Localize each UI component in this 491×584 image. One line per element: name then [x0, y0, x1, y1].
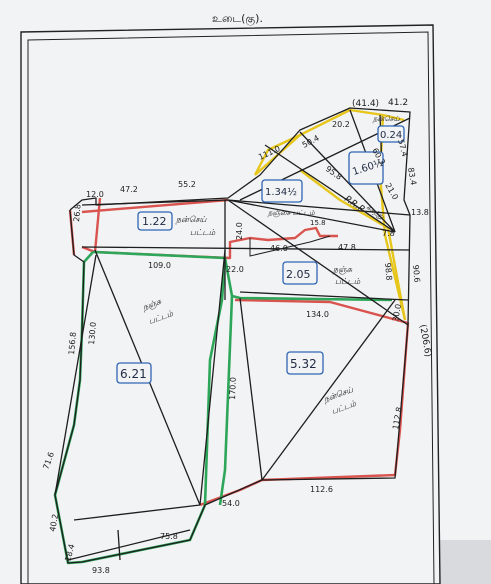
m-13-8: 13.8: [411, 208, 429, 217]
m-93-8: 93.8: [92, 566, 110, 575]
m-7-8: 7.8: [382, 229, 395, 238]
area-5-32: 5.32: [290, 357, 317, 371]
m-90-6: 90.6: [411, 264, 422, 283]
m-18-4: 18.4: [63, 543, 76, 563]
m-41-2: 41.2: [388, 98, 408, 108]
m-20-2: 20.2: [332, 120, 350, 129]
area-1-22: 1.22: [142, 215, 167, 228]
area-box-6-21: [116, 362, 152, 384]
outer-frame: [20, 24, 441, 584]
m-46-0: 46.0: [270, 244, 288, 253]
m-83-4: 83.4: [406, 167, 418, 186]
area-box-1-22: [137, 211, 173, 231]
m-30-0: 30.0: [391, 303, 403, 322]
land-label-4: நஞ்சு: [332, 265, 353, 275]
m-98-8: 98.8: [383, 262, 394, 281]
area-box-1-34: [261, 179, 303, 203]
header-mark: உடை(கு).: [212, 12, 263, 27]
m-134-0: 134.0: [306, 310, 329, 319]
m-47-2: 47.2: [120, 185, 138, 194]
m-57-4: 57.4: [396, 138, 409, 158]
paper-shadow-bottom: [440, 540, 491, 584]
inner-frame: [27, 31, 435, 584]
m-40-2: 40.2: [48, 513, 60, 532]
m-15-8: 15.8: [310, 219, 326, 227]
area-1-34: 1.34½: [265, 186, 297, 198]
m-24-0: 24.0: [235, 222, 244, 240]
m-156-8: 156.8: [67, 332, 78, 356]
land-label-4b: பட்டம்: [335, 277, 361, 286]
m-109-0: 109.0: [148, 261, 171, 270]
area-box-0-24: [377, 125, 405, 143]
m-112-8: 112.8: [391, 406, 404, 430]
m-112-6: 112.6: [310, 485, 333, 494]
m-41-4: (41.4): [352, 99, 379, 109]
m-170-0: 170.0: [228, 377, 238, 400]
area-box-2-05: [282, 261, 318, 285]
m-26-8: 26.8: [72, 204, 83, 223]
pencil-lines: [54, 107, 411, 564]
m-12-0: 12.0: [86, 190, 104, 199]
area-6-21: 6.21: [120, 367, 147, 381]
land-label-2: நஞ்சை பட்டம்: [267, 209, 315, 218]
m-130-0: 130.0: [87, 322, 98, 346]
m-22-0: 22.0: [226, 265, 244, 274]
area-box-5-32: [286, 351, 324, 375]
m-47-8: 47.8: [338, 243, 356, 252]
m-55-2: 55.2: [178, 180, 196, 189]
area-box-1-60: [348, 151, 384, 185]
area-0-24: 0.24: [380, 130, 402, 141]
step-boundary: [249, 235, 331, 257]
m-54-0: 54.0: [222, 499, 240, 508]
area-boxes: [116, 125, 405, 384]
land-label-1: நன்செய்: [175, 215, 208, 225]
land-label-1b: பட்டம்: [190, 228, 216, 237]
m-75-8: 75.8: [160, 532, 178, 541]
land-label-7: நன்செய்: [372, 115, 401, 124]
area-2-05: 2.05: [286, 268, 311, 281]
